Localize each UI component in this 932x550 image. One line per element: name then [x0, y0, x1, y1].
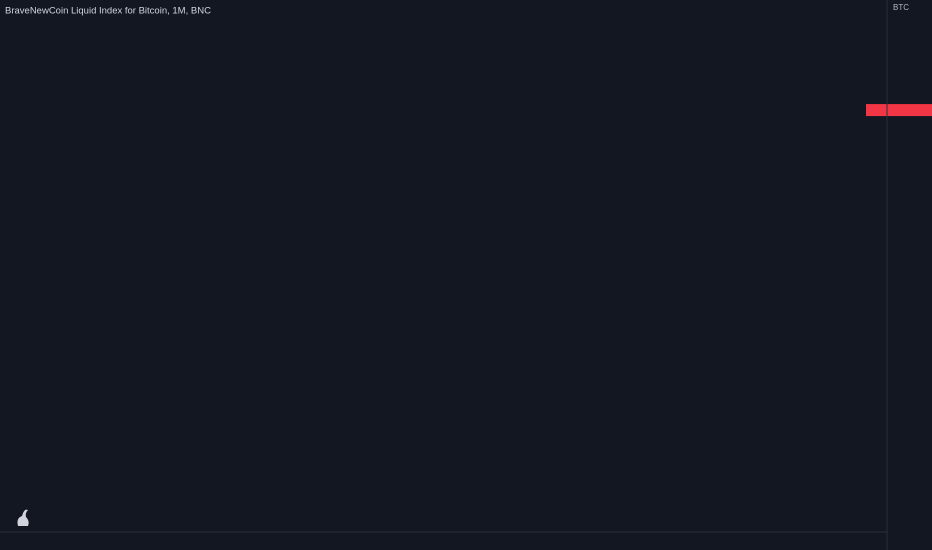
- chart-title: BraveNewCoin Liquid Index for Bitcoin, 1…: [5, 6, 211, 17]
- logo: [17, 509, 29, 526]
- text-layer: [866, 104, 932, 117]
- currency-label: BTC: [893, 3, 909, 12]
- price-tag: [866, 104, 932, 117]
